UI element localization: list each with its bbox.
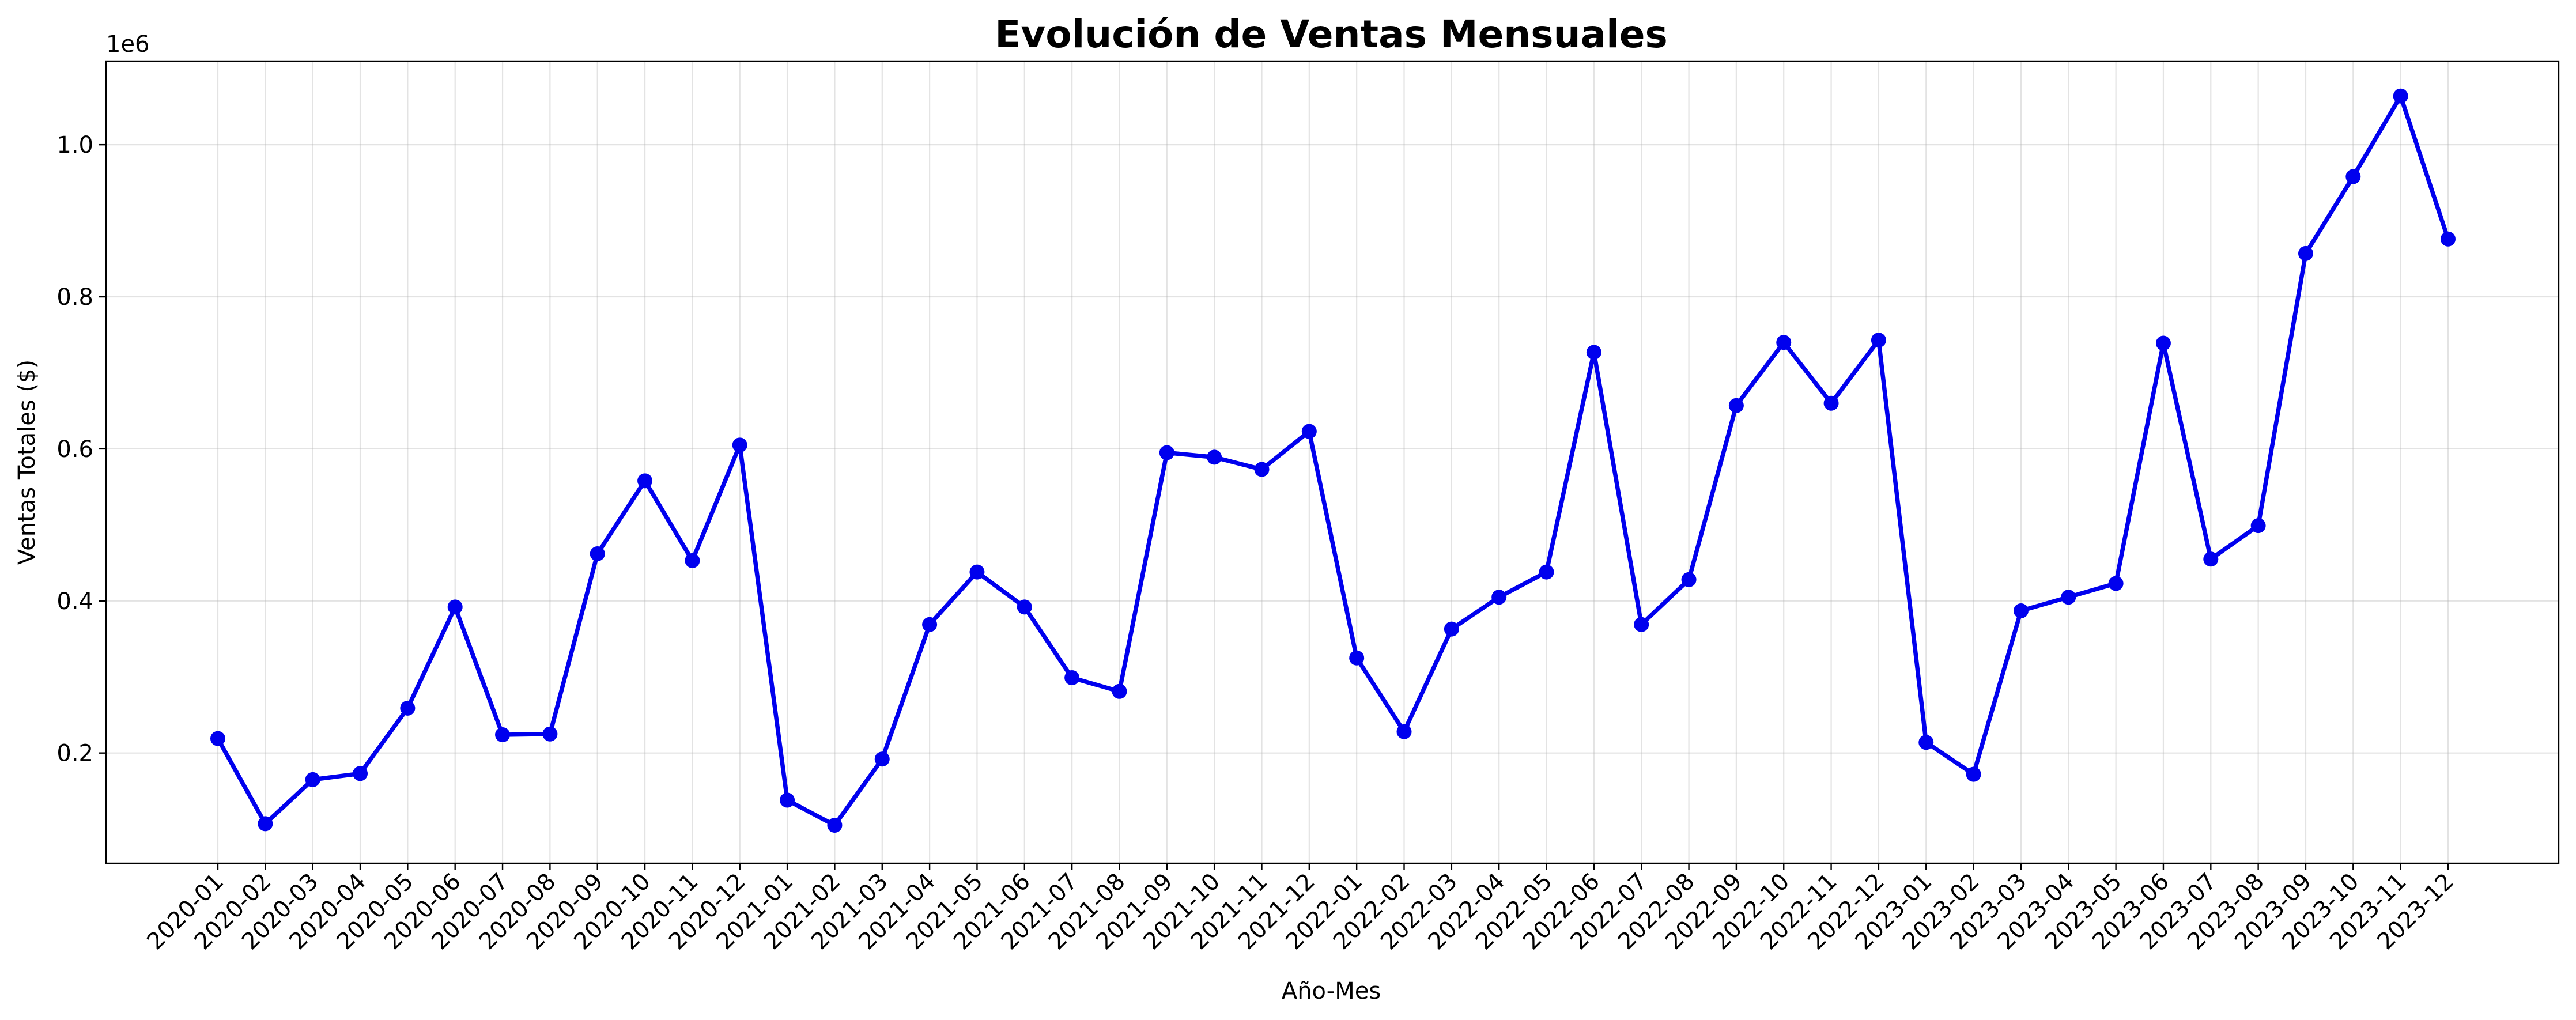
data-point — [2155, 335, 2171, 351]
grid — [106, 61, 2559, 863]
data-point — [2250, 518, 2266, 534]
data-point — [2203, 551, 2219, 567]
data-point — [922, 617, 938, 632]
y-tick-label: 0.4 — [56, 588, 93, 615]
data-point — [2393, 88, 2408, 104]
data-point — [1681, 572, 1697, 587]
y-axis: 0.2 0.4 0.6 0.8 1.0 — [56, 132, 106, 767]
data-point — [1396, 724, 1412, 739]
series — [210, 88, 2456, 833]
data-point — [1634, 617, 1649, 632]
data-point — [1254, 462, 1270, 477]
y-tick-label: 0.8 — [56, 284, 93, 311]
y-axis-offset-label: 1e6 — [106, 31, 150, 58]
data-point — [495, 727, 511, 743]
data-point — [637, 473, 653, 489]
chart-title: Evolución de Ventas Mensuales — [995, 12, 1668, 56]
data-point — [542, 726, 558, 742]
data-point — [447, 599, 463, 615]
data-point — [1159, 445, 1174, 460]
data-point — [1539, 564, 1554, 580]
data-point — [827, 818, 843, 833]
data-point — [1491, 590, 1507, 605]
data-point — [1064, 670, 1080, 686]
data-point — [2013, 603, 2029, 618]
x-axis: 2020-012020-022020-032020-042020-052020-… — [142, 863, 2459, 955]
data-point — [1112, 683, 1127, 699]
data-point — [1301, 424, 1317, 439]
y-tick-label: 1.0 — [56, 132, 93, 158]
data-point — [874, 751, 890, 767]
data-point — [1207, 449, 1222, 465]
data-point — [1871, 333, 1886, 348]
data-point — [1017, 599, 1032, 615]
y-tick-label: 0.6 — [56, 436, 93, 463]
data-point — [353, 766, 368, 781]
data-point — [685, 553, 700, 568]
x-axis-label: Año-Mes — [1282, 978, 1381, 1004]
data-point — [969, 564, 985, 580]
data-point — [732, 437, 747, 453]
data-point — [1444, 621, 1459, 637]
data-point — [2061, 590, 2076, 605]
data-point — [400, 700, 416, 716]
data-point — [2108, 576, 2124, 591]
data-point — [1728, 398, 1744, 413]
data-point — [258, 816, 273, 832]
data-point — [1918, 735, 1934, 750]
data-point — [590, 546, 605, 561]
data-point — [1586, 345, 1601, 360]
data-point — [1349, 650, 1365, 666]
data-point — [2441, 231, 2456, 247]
y-axis-label: Ventas Totales ($) — [14, 360, 40, 565]
series-line — [216, 93, 2450, 828]
data-point — [2298, 245, 2313, 261]
y-tick-label: 0.2 — [56, 741, 93, 767]
data-point — [1966, 766, 1981, 782]
data-point — [305, 772, 320, 787]
data-point — [210, 731, 225, 746]
data-point — [780, 792, 795, 808]
data-point — [1823, 395, 1839, 411]
data-point — [1776, 335, 1792, 350]
plot-frame — [105, 60, 2560, 864]
data-point — [2345, 169, 2361, 184]
